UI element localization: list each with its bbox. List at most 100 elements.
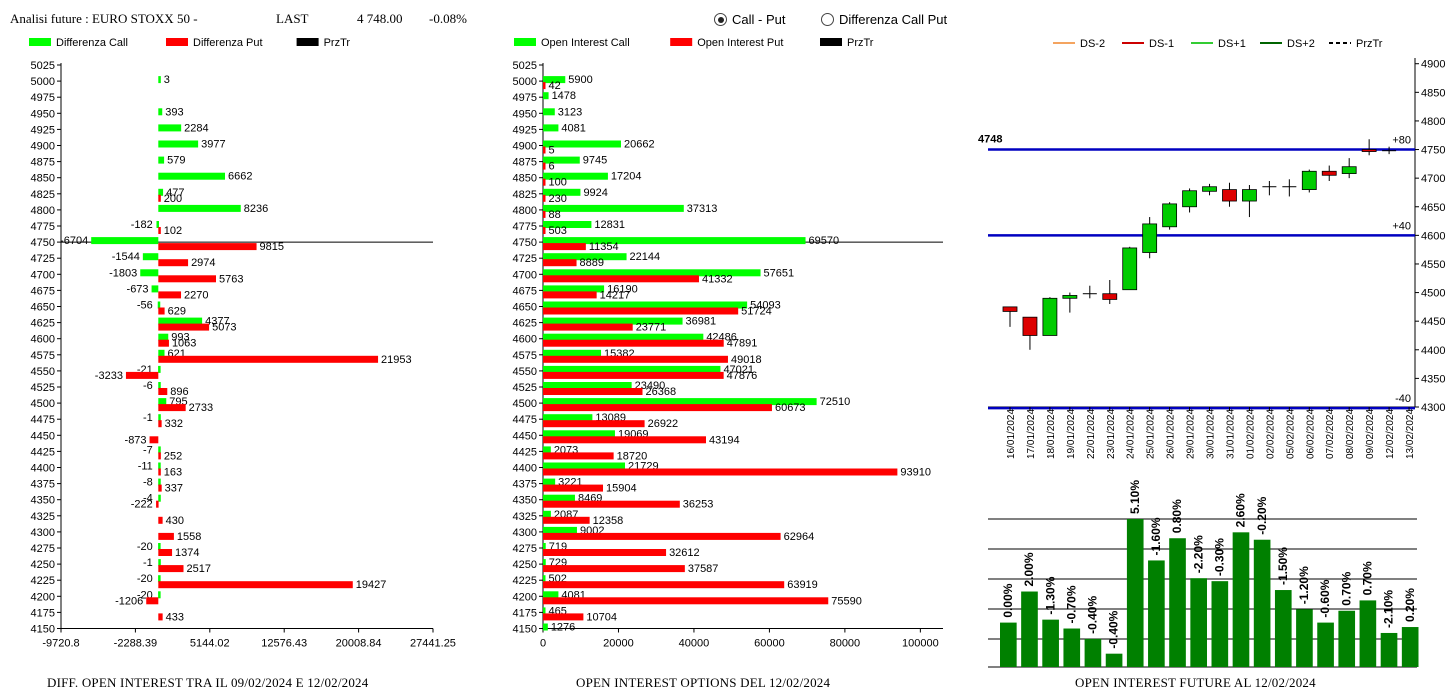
bar-data-label: -1 [143,412,153,424]
bar-data-label: 4377 [205,316,229,328]
put-bar [543,162,546,170]
bar-data-label: 19427 [356,579,387,591]
bar-data-label: 200 [164,193,182,205]
strike-label: 4725 [513,253,537,265]
strike-label: 4400 [31,463,55,475]
date-label: 23/01/2024 [1106,409,1117,459]
date-label: 02/02/2024 [1265,409,1276,459]
legend-label: PrzTr [1356,38,1383,50]
put-bar [158,581,353,589]
oi-future-bar [1296,609,1313,667]
strike-label: 5025 [513,60,537,72]
candle-up [1182,190,1197,208]
candle-up [1142,223,1158,253]
put-bar [158,339,169,347]
oi-change-label: 0.80% [1170,499,1184,533]
strike-label: 4875 [31,157,55,169]
radio-call-put-label: Call - Put [732,12,786,27]
legend-label: Differenza Call [56,37,128,49]
call-bar [142,253,159,261]
put-bar [158,259,189,267]
legend-label: PrzTr [324,37,351,49]
bar-data-label: 47021 [723,364,754,376]
put-bar [146,597,159,605]
bar-data-label: 4081 [561,122,585,134]
bar-data-label: -7 [143,444,153,456]
oi-future-bar [1169,538,1186,667]
call-bar [151,285,159,293]
call-bar [543,559,546,567]
bar-data-label: -11 [138,461,153,473]
bar-data-label: -222 [131,499,153,511]
bar-data-label: -1206 [115,595,143,607]
y-tick-label: 4800 [1421,116,1445,128]
put-bar [543,275,699,283]
strike-label: 4575 [31,350,55,362]
put-bar [158,420,162,428]
put-bar [543,613,584,621]
bar-data-label: 1276 [551,622,575,634]
oi-change-label: 2.60% [1234,493,1248,527]
legend-swatch [296,38,319,46]
oi-future-bar [1359,600,1377,667]
bar-data-label: 6662 [228,171,252,183]
bar-data-label: -20 [137,541,153,553]
x-tick-label: 40000 [679,638,710,650]
put-bar [543,178,546,186]
y-tick-label: 4500 [1421,288,1445,300]
call-bar [156,221,159,228]
candle-down [1361,149,1377,152]
oi-future-bar [1063,628,1081,667]
strike-label: 4950 [31,108,55,120]
bar-data-label: -56 [137,300,153,312]
radio-differenza-call-put[interactable]: Differenza Call Put [821,12,947,27]
strike-label: 4425 [31,446,55,458]
put-bar [543,388,643,395]
call-bar [543,510,551,518]
oi-future-bar [1021,591,1038,667]
legend-label: Open Interest Put [697,37,783,49]
radio-call-put[interactable]: Call - Put [714,12,785,27]
oi-change-label: -0.20% [1255,496,1269,534]
call-bar [543,237,806,245]
date-label: 01/02/2024 [1245,409,1256,459]
put-bar [543,355,728,363]
bar-data-label: 993 [171,332,189,344]
call-bar [543,301,748,309]
oi-future-bar [1253,539,1271,667]
oi-change-label: -0.30% [1213,538,1227,576]
candle-up [1122,247,1138,291]
legend-label: DS-2 [1080,38,1105,50]
bar-data-label: 17204 [611,171,642,183]
candle-down [1022,316,1038,336]
call-bar [158,156,165,164]
strike-label: 4800 [31,205,55,217]
put-bar [543,500,680,508]
call-bar [543,269,761,277]
oi-change-label: -1.20% [1297,566,1311,604]
date-label: 16/01/2024 [1006,409,1017,459]
candle-down [1102,293,1118,300]
put-bar [158,388,168,395]
date-label: 09/02/2024 [1365,409,1376,459]
footer-open-interest-future: OPEN INTEREST FUTURE AL 12/02/2024 [1075,675,1316,690]
put-bar [543,404,772,412]
put-bar [543,243,586,251]
oi-change-label: -1.50% [1276,547,1290,585]
legend-swatch [670,38,693,46]
oi-change-label: -2.10% [1382,590,1396,628]
y-tick-label: 4300 [1421,402,1445,414]
strike-label: 4975 [31,92,55,104]
strike-label: 4700 [513,269,537,281]
oi-change-label: -0.60% [1318,579,1332,617]
put-bar [158,468,161,476]
footer-open-interest-options: OPEN INTEREST OPTIONS DEL 12/02/2024 [576,675,831,690]
x-tick-label: 5144.02 [190,638,230,650]
call-bar [158,349,165,357]
oi-future-bar [1338,610,1356,667]
strike-label: 4225 [513,575,537,587]
put-bar [543,532,781,540]
legend-label: PrzTr [847,37,874,49]
oi-change-label: 5.10% [1128,480,1142,514]
bar-data-label: 163 [164,467,182,479]
